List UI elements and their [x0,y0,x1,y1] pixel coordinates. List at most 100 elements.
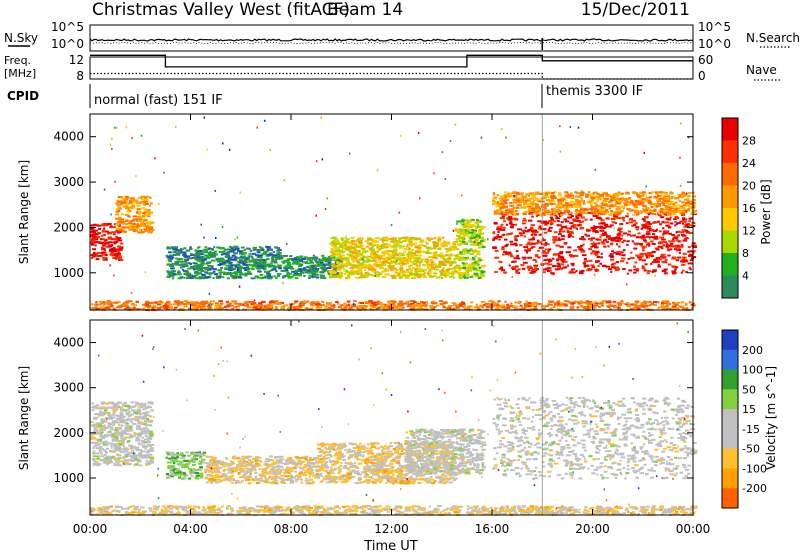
range-cell [456,220,461,223]
range-cell [409,267,412,270]
range-cell [410,307,416,310]
range-cell [252,308,256,311]
range-cell [621,192,624,195]
range-cell [593,225,596,228]
range-cell [350,257,355,260]
range-cell [249,250,253,253]
range-cell [570,215,574,217]
range-cell [436,304,440,307]
range-cell [399,267,404,270]
range-cell [579,246,582,249]
range-cell [166,271,170,273]
range-cell [550,301,553,303]
range-cell [93,251,96,254]
range-cell [588,248,593,251]
range-cell [663,301,668,304]
range-cell [602,203,605,206]
range-cell [198,257,203,260]
range-cell [394,251,397,254]
range-cell [527,248,532,251]
range-cell [195,266,201,269]
range-cell [641,246,646,249]
range-cell [343,302,347,305]
range-cell [692,256,697,258]
range-cell [532,192,535,195]
range-cell [391,253,395,256]
range-cell [444,272,449,274]
range-cell [131,226,137,229]
range-cell [234,265,238,268]
range-cell [688,301,692,304]
range-cell [547,270,551,272]
range-cell [491,305,495,308]
range-cell [102,244,106,247]
range-cell [646,300,652,303]
range-cell [422,263,425,266]
range-cell [387,265,391,267]
range-cell [445,242,449,245]
range-cell [257,249,263,252]
range-cell [560,213,564,216]
range-cell [640,303,645,306]
range-cell [144,271,147,274]
range-cell [474,272,478,275]
range-cell [662,227,665,230]
range-cell [634,211,638,214]
range-cell [323,269,328,272]
range-cell [464,307,469,310]
range-cell [371,240,376,243]
range-cell [288,272,292,275]
range-cell [473,267,478,270]
range-cell [379,245,383,248]
range-cell [626,240,630,243]
range-cell [506,208,512,211]
range-cell [679,240,682,243]
range-cell [473,221,479,224]
range-cell [215,275,219,278]
range-cell [569,227,573,230]
range-cell [462,250,467,253]
range-cell [542,139,545,142]
range-cell [408,243,412,245]
range-cell [590,203,593,206]
range-cell [651,251,656,253]
range-cell [105,230,109,233]
range-cell [639,191,643,194]
range-cell [414,274,419,277]
range-cell [250,264,255,267]
range-cell [470,253,474,256]
range-cell [116,199,119,202]
range-cell [137,212,142,215]
range-cell [367,237,372,240]
range-cell [144,208,147,211]
range-cell [648,192,652,195]
range-cell [543,259,548,262]
range-cell [553,305,556,308]
range-cell [557,254,561,257]
range-cell [232,277,238,280]
range-cell [613,204,617,207]
range-cell [167,276,171,279]
range-cell [532,196,537,199]
range-cell [415,308,421,311]
range-cell [431,301,437,304]
range-cell [170,246,175,249]
range-cell [670,248,673,251]
range-cell [426,237,430,240]
range-cell [335,301,339,303]
range-cell [595,253,599,256]
range-cell [558,233,562,236]
range-cell [534,192,540,195]
range-cell [358,241,363,244]
range-cell [622,207,625,210]
range-cell [671,213,677,215]
range-cell [633,268,636,271]
range-cell [243,249,246,251]
range-cell [471,229,474,232]
range-cell [126,199,128,202]
range-cell [299,268,302,271]
range-cell [552,203,557,206]
range-cell [681,229,686,232]
range-cell [544,204,549,207]
range-cell [493,201,497,204]
